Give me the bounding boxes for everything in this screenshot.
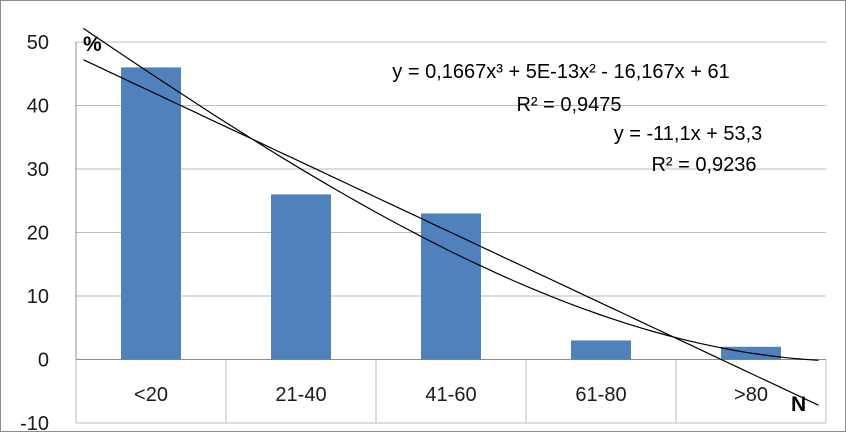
y-tick-label: 40 xyxy=(27,96,49,118)
x-tick-label: 21-40 xyxy=(275,384,326,406)
y-tick-label: 20 xyxy=(27,223,49,245)
polynomial-trendline xyxy=(83,27,819,361)
trendlines xyxy=(83,27,819,406)
x-tick-label: <20 xyxy=(134,384,168,406)
x-tick-label: 41-60 xyxy=(425,384,476,406)
linear-trendline-r2: R² = 0,9236 xyxy=(651,154,756,176)
x-tick-label: >80 xyxy=(734,384,768,406)
y-tick-label: -10 xyxy=(20,413,49,433)
y-tick-label: 10 xyxy=(27,286,49,308)
x-tick-label: 61-80 xyxy=(575,384,626,406)
bar-3 xyxy=(421,213,481,360)
bar-2 xyxy=(271,194,331,360)
x-tick-labels: <20 21-40 41-60 61-80 >80 xyxy=(134,384,768,406)
x-axis-title: N xyxy=(791,393,806,416)
bar-4 xyxy=(571,340,631,360)
y-axis-title: % xyxy=(83,33,102,56)
y-tick-label: 0 xyxy=(38,350,49,372)
gridlines xyxy=(75,41,827,424)
poly-trendline-r2: R² = 0,9475 xyxy=(516,94,621,116)
bar-1 xyxy=(121,67,181,360)
poly-trendline-equation: y = 0,1667x³ + 5E-13x² - 16,167x + 61 xyxy=(392,61,729,83)
y-tick-label: 50 xyxy=(27,32,49,54)
linear-trendline xyxy=(83,59,819,406)
bars xyxy=(121,67,781,360)
y-tick-label: 30 xyxy=(27,159,49,181)
linear-trendline-equation: y = -11,1x + 53,3 xyxy=(614,123,763,145)
y-tick-labels: -10 0 10 20 30 40 50 xyxy=(20,32,49,433)
